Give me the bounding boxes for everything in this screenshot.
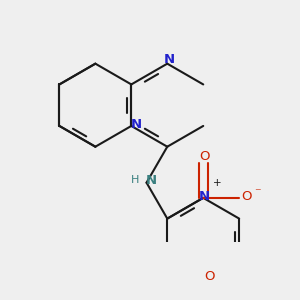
- Text: H: H: [130, 176, 139, 185]
- Text: O: O: [241, 190, 251, 203]
- Text: N: N: [199, 190, 210, 203]
- Text: N: N: [164, 53, 175, 66]
- Text: +: +: [213, 178, 222, 188]
- Text: ⁻: ⁻: [254, 186, 260, 199]
- Text: N: N: [131, 118, 142, 131]
- Text: O: O: [199, 149, 210, 163]
- Text: N: N: [146, 174, 157, 187]
- Text: O: O: [205, 270, 215, 283]
